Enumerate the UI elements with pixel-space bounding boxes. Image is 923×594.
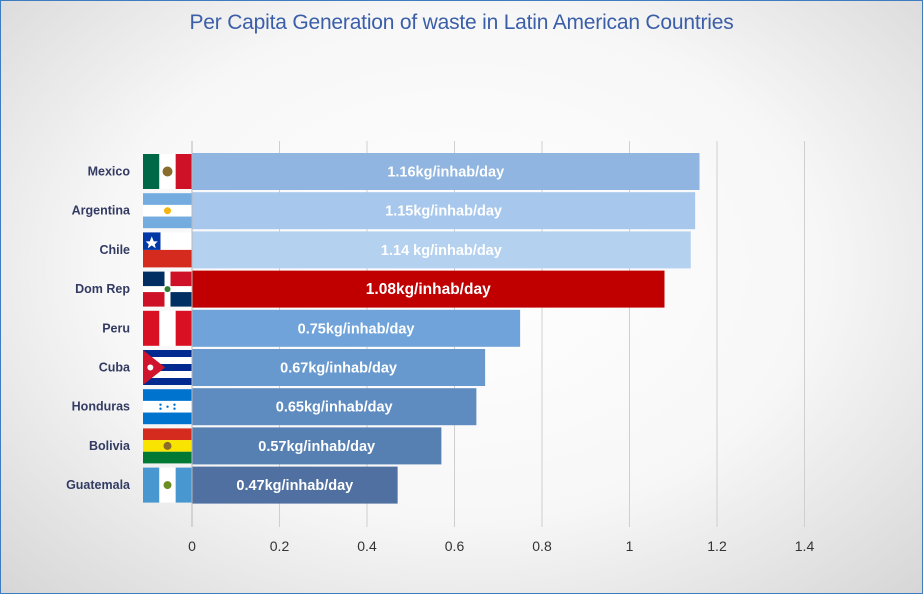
bar-mexico xyxy=(192,153,700,190)
bar-dom-rep xyxy=(192,270,665,308)
category-label: Chile xyxy=(99,243,130,257)
guatemala-flag-icon xyxy=(143,467,192,503)
x-tick-label: 0 xyxy=(188,538,196,554)
honduras-flag-icon xyxy=(143,389,192,425)
bar-cuba xyxy=(192,349,486,386)
bar-peru xyxy=(192,309,521,347)
mexico-flag-icon xyxy=(143,154,192,189)
data-label: 0.65kg/inhab/day xyxy=(276,400,393,416)
category-label: Bolivia xyxy=(89,439,131,453)
x-tick-label: 1 xyxy=(626,538,634,554)
bar-honduras xyxy=(192,388,477,426)
bar-guatemala xyxy=(192,466,398,504)
x-tick-label: 0.2 xyxy=(270,538,290,554)
x-tick-label: 0.8 xyxy=(532,538,552,554)
category-label: Dom Rep xyxy=(75,282,130,296)
category-label: Peru xyxy=(102,321,130,335)
category-label: Mexico xyxy=(88,165,131,179)
data-label: 1.08kg/inhab/day xyxy=(366,281,491,298)
bar-chile xyxy=(192,231,691,269)
chile-flag-icon xyxy=(143,232,192,268)
category-label: Guatemala xyxy=(66,478,131,492)
cuba-flag-icon xyxy=(143,350,192,385)
bar-bolivia xyxy=(192,427,442,465)
data-label: 0.47kg/inhab/day xyxy=(236,478,353,494)
category-label: Honduras xyxy=(72,400,130,414)
data-label: 0.57kg/inhab/day xyxy=(258,439,375,455)
chart-title: Per Capita Generation of waste in Latin … xyxy=(189,11,734,34)
argentina-flag-icon xyxy=(143,193,192,229)
peru-flag-icon xyxy=(143,310,192,346)
data-label: 0.67kg/inhab/day xyxy=(280,361,397,377)
x-tick-label: 0.6 xyxy=(445,538,465,554)
category-label: Argentina xyxy=(72,204,131,218)
bar-argentina xyxy=(192,192,696,230)
bolivia-flag-icon xyxy=(143,428,192,464)
data-label: 0.75kg/inhab/day xyxy=(298,321,415,337)
data-label: 1.14 kg/inhab/day xyxy=(381,243,502,259)
x-tick-label: 1.4 xyxy=(795,538,815,554)
bars: 1.16kg/inhab/day Mexico 1.15kg/inhab/day Ar… xyxy=(66,153,700,504)
category-label: Cuba xyxy=(99,361,131,375)
x-tick-label: 1.2 xyxy=(707,538,727,554)
dominican-republic-flag-icon xyxy=(143,271,192,307)
x-tick-label: 0.4 xyxy=(357,538,377,554)
data-label: 1.16kg/inhab/day xyxy=(387,165,504,181)
data-label: 1.15kg/inhab/day xyxy=(385,204,502,220)
